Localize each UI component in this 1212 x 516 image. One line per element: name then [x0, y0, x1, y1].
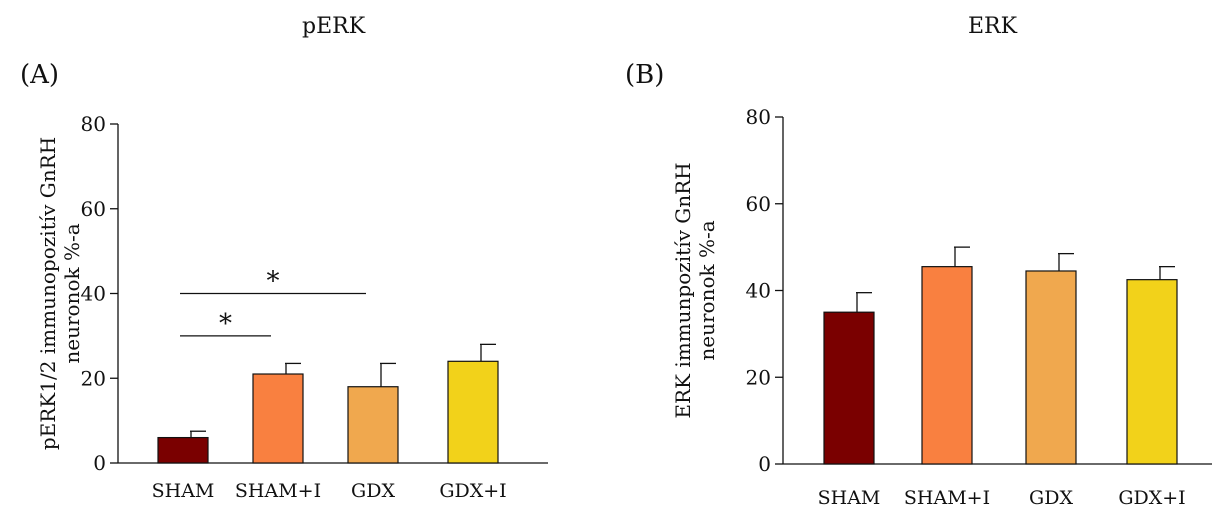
chart-b-y-tick-label: 40 — [746, 279, 771, 303]
chart-a-y-axis-label-line-1: neuronok %-a — [60, 223, 84, 363]
chart-b-bar-1 — [921, 266, 973, 465]
chart-b-y-tick-label: 0 — [758, 452, 771, 476]
chart-b-y-axis-label-line-0: ERK immunpozitív GnRH — [671, 162, 695, 418]
chart-a-y-tick-label: 0 — [93, 451, 106, 475]
chart-b-bar-3 — [1126, 279, 1178, 465]
chart-a-y-axis-label: pERK1/2 immunopozitív GnRHneuronok %-a — [36, 137, 84, 450]
chart-b-y-tick-label: 20 — [746, 365, 771, 389]
chart-b-y-tick-label: 60 — [746, 192, 771, 216]
chart-a-bar-3 — [447, 360, 499, 464]
chart-a-y-tick-label: 80 — [81, 112, 106, 136]
chart-a-category-label-2: GDX — [351, 480, 395, 502]
chart-a-title: pERK — [302, 14, 366, 39]
chart-b-bar-2 — [1025, 270, 1077, 465]
chart-b-y-axis-label: ERK immunpozitív GnRHneuronok %-a — [671, 162, 719, 418]
chart-a-category-label-3: GDX+I — [439, 480, 506, 502]
chart-a-y-tick-label: 40 — [81, 282, 106, 306]
chart-b-category-label-3: GDX+I — [1118, 487, 1185, 509]
chart-b-category-label-1: SHAM+I — [904, 487, 990, 509]
chart-b-category-label-0: SHAM — [818, 487, 881, 509]
chart-a-y-axis-label-line-0: pERK1/2 immunopozitív GnRH — [36, 137, 60, 450]
chart-a-significance-label-0: * — [219, 309, 232, 339]
chart-a-y-tick-label: 60 — [81, 197, 106, 221]
chart-a-y-tick-label: 20 — [81, 366, 106, 390]
chart-a-panel-label: (A) — [20, 60, 60, 90]
chart-b-y-tick-label: 80 — [746, 105, 771, 129]
chart-a-category-label-1: SHAM+I — [235, 480, 321, 502]
chart-b-category-label-2: GDX — [1029, 487, 1073, 509]
chart-a-significance-label-1: * — [267, 267, 280, 297]
chart-a-category-label-0: SHAM — [152, 480, 215, 502]
chart-b-title: ERK — [968, 14, 1018, 39]
chart-b-bar-0 — [823, 311, 875, 465]
chart-a-bar-1 — [252, 373, 304, 464]
chart-a-bar-0 — [157, 436, 209, 464]
chart-a-bar-2 — [347, 386, 399, 464]
chart-b-y-axis-label-line-1: neuronok %-a — [695, 220, 719, 360]
chart-b-panel-label: (B) — [625, 60, 665, 90]
